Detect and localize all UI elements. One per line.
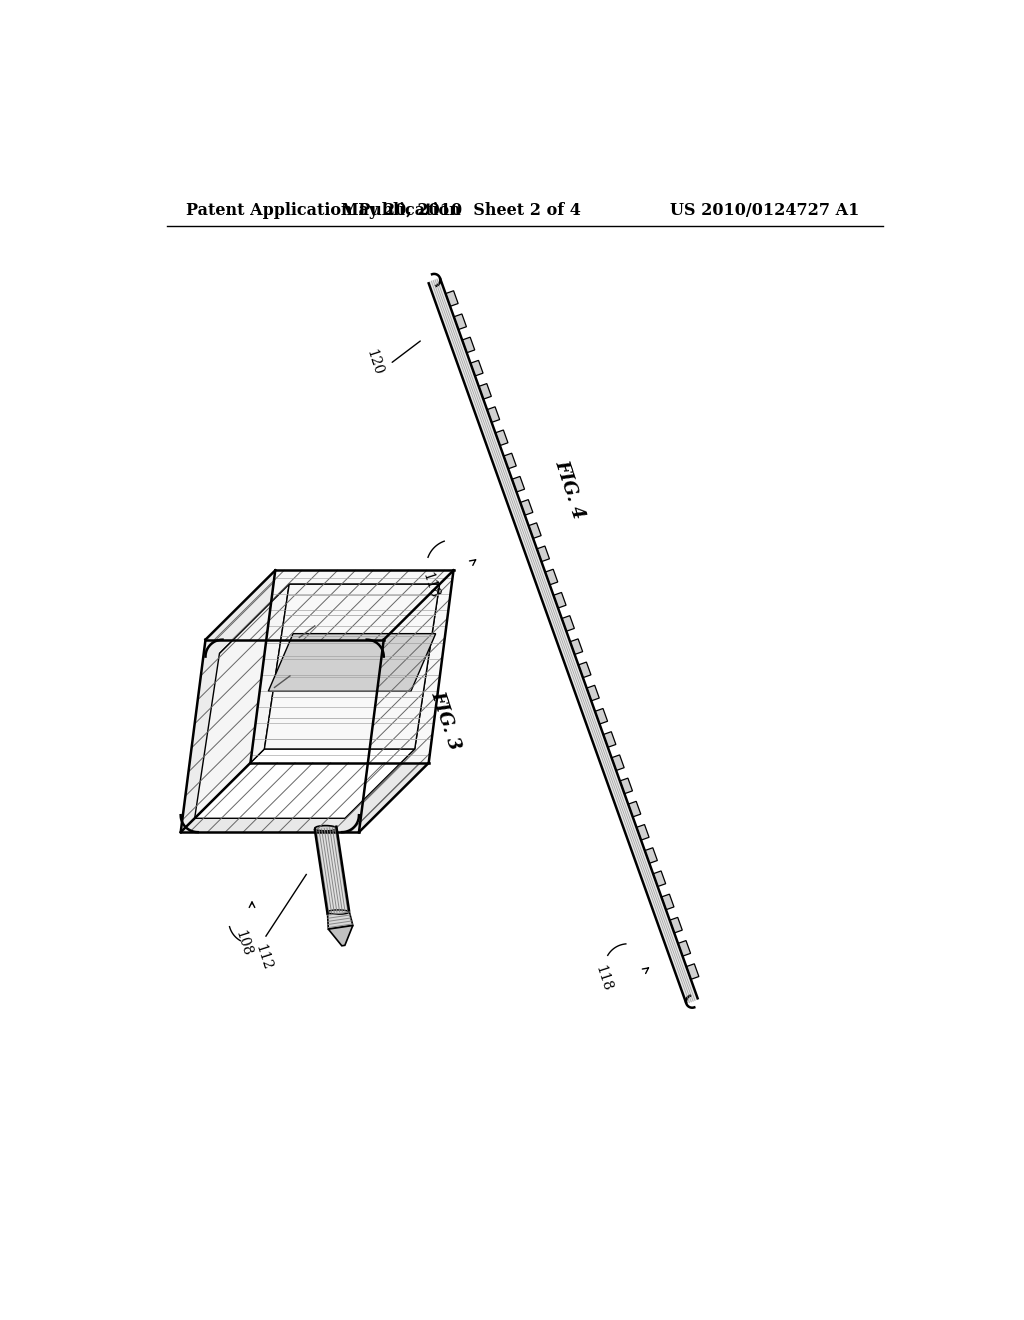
Polygon shape	[537, 546, 550, 561]
Polygon shape	[428, 279, 698, 1003]
Polygon shape	[251, 570, 454, 763]
Polygon shape	[645, 847, 657, 863]
Polygon shape	[206, 570, 454, 640]
Polygon shape	[570, 639, 583, 655]
Polygon shape	[470, 360, 483, 376]
Polygon shape	[686, 964, 699, 979]
Polygon shape	[520, 500, 532, 515]
Polygon shape	[345, 585, 439, 818]
Text: FIG. 4: FIG. 4	[552, 458, 588, 521]
Polygon shape	[662, 894, 674, 909]
Polygon shape	[587, 685, 599, 701]
Text: 118: 118	[420, 572, 441, 601]
Polygon shape	[579, 663, 591, 677]
Polygon shape	[180, 763, 429, 832]
Polygon shape	[454, 314, 467, 330]
Polygon shape	[653, 871, 666, 887]
Text: May 20, 2010  Sheet 2 of 4: May 20, 2010 Sheet 2 of 4	[341, 202, 582, 219]
Polygon shape	[562, 615, 574, 631]
Polygon shape	[328, 911, 353, 929]
Polygon shape	[553, 593, 566, 609]
Polygon shape	[462, 337, 475, 352]
Ellipse shape	[328, 909, 349, 915]
Text: US 2010/0124727 A1: US 2010/0124727 A1	[671, 202, 860, 219]
Polygon shape	[512, 477, 524, 492]
Polygon shape	[329, 925, 353, 946]
Polygon shape	[603, 731, 615, 747]
Text: 120: 120	[364, 347, 385, 378]
Polygon shape	[678, 941, 690, 956]
Polygon shape	[195, 585, 289, 818]
Polygon shape	[268, 634, 435, 692]
Polygon shape	[545, 569, 558, 585]
Polygon shape	[315, 826, 349, 913]
Text: 108: 108	[232, 929, 253, 958]
Polygon shape	[611, 755, 625, 771]
Polygon shape	[479, 384, 492, 399]
Polygon shape	[637, 825, 649, 840]
Text: FIG. 3: FIG. 3	[428, 689, 464, 752]
Polygon shape	[445, 290, 458, 306]
Polygon shape	[496, 430, 508, 446]
Polygon shape	[620, 777, 633, 793]
Polygon shape	[504, 453, 516, 469]
Polygon shape	[595, 709, 607, 725]
Polygon shape	[180, 570, 275, 832]
Polygon shape	[219, 585, 439, 653]
Polygon shape	[528, 523, 541, 539]
Ellipse shape	[314, 825, 337, 832]
Polygon shape	[670, 917, 682, 933]
Polygon shape	[264, 585, 439, 748]
Text: Patent Application Publication: Patent Application Publication	[186, 202, 461, 219]
Polygon shape	[195, 748, 415, 818]
Polygon shape	[628, 801, 641, 817]
Polygon shape	[487, 407, 500, 422]
Text: 118: 118	[592, 964, 613, 993]
Polygon shape	[359, 570, 454, 832]
Text: 112: 112	[253, 942, 274, 973]
